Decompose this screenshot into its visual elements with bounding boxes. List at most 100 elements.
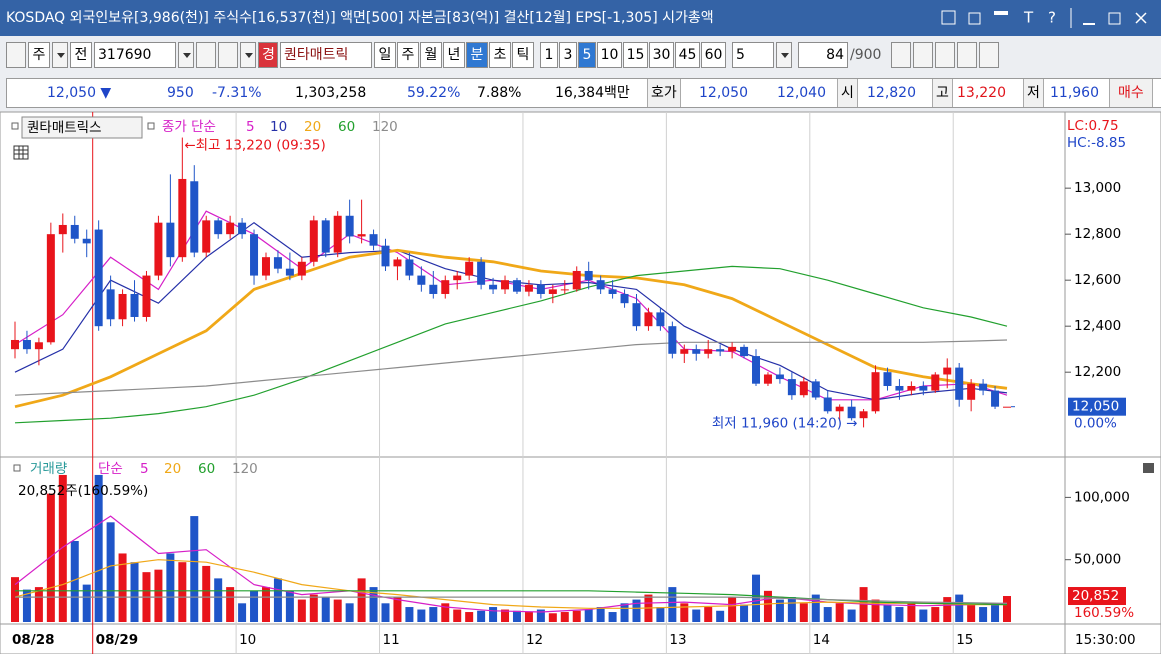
interval-btn[interactable]: 10 — [597, 42, 622, 68]
legend-entry: 5 — [246, 119, 255, 135]
code-input[interactable]: 317690 — [94, 42, 176, 68]
x-tick-label: 15 — [956, 632, 973, 648]
volume-bar — [560, 612, 569, 622]
period-btn[interactable]: 일 — [374, 42, 396, 68]
volume-bar — [405, 607, 414, 622]
volume-bar — [477, 610, 486, 622]
count-max: /900 — [850, 47, 882, 63]
scope-btn[interactable]: 전 — [70, 42, 92, 68]
volume-bar — [34, 587, 43, 622]
candle-body — [895, 385, 904, 391]
dropdown[interactable] — [776, 42, 792, 68]
icon-pin[interactable] — [994, 11, 1008, 15]
interval-btn[interactable]: 3 — [559, 42, 577, 68]
volume-bar — [955, 594, 964, 622]
x-tick-label: 11 — [383, 632, 400, 648]
icon-close-panel[interactable] — [1143, 463, 1154, 473]
candle-body — [261, 257, 270, 276]
legend-entry: 5 — [140, 461, 149, 477]
period-btn[interactable]: 틱 — [512, 42, 534, 68]
volume-bar — [214, 578, 223, 622]
candle-body — [453, 275, 462, 281]
icon-text[interactable]: T — [1023, 9, 1034, 27]
volume-bar — [979, 607, 988, 622]
volume-bar — [501, 609, 510, 622]
dropdown[interactable] — [240, 42, 256, 68]
period-btn[interactable]: 분 — [466, 42, 488, 68]
interval-btn[interactable]: 5 — [578, 42, 596, 68]
ma-line — [14, 265, 1008, 424]
btn-tool[interactable] — [891, 42, 912, 68]
volume-bar — [967, 604, 976, 622]
legend-volume: 거래량 — [30, 461, 67, 477]
btn-sound[interactable] — [218, 42, 238, 68]
icon-maximize[interactable] — [1108, 12, 1121, 25]
interval-btn[interactable]: 45 — [675, 42, 700, 68]
period-btn[interactable]: 주 — [397, 42, 419, 68]
dropdown[interactable] — [52, 42, 68, 68]
volume-tag-change: 160.59% — [1074, 605, 1134, 621]
volume-bar — [716, 610, 725, 622]
period-btn[interactable]: 초 — [489, 42, 511, 68]
btn-check[interactable] — [979, 42, 1000, 68]
candle-body — [799, 381, 808, 396]
volume-bar — [58, 474, 67, 622]
volume-bar — [668, 587, 677, 622]
candle-body — [501, 280, 510, 290]
volume-bar — [1003, 596, 1011, 622]
volume-bar — [393, 597, 402, 622]
btn-menu[interactable] — [6, 42, 26, 68]
btn-save[interactable] — [935, 42, 956, 68]
interval-btn[interactable]: 1 — [540, 42, 558, 68]
icon-help[interactable]: ? — [1048, 9, 1056, 27]
legend-ma-label: 단순 — [98, 461, 123, 477]
candle-body — [548, 289, 557, 294]
btn-search[interactable] — [196, 42, 216, 68]
volume-bar — [190, 516, 199, 622]
candle-body — [11, 339, 19, 350]
volume-bar — [226, 587, 235, 622]
icon-copy[interactable] — [968, 12, 981, 25]
volume-bar — [321, 597, 330, 622]
volume-bar — [883, 604, 892, 622]
volume-bar — [931, 607, 940, 622]
ask: 12,050 — [699, 85, 748, 101]
candle-body — [82, 238, 91, 244]
dropdown[interactable] — [178, 42, 194, 68]
candle-body — [536, 284, 545, 294]
btn-settings[interactable] — [957, 42, 978, 68]
interval-btn[interactable]: 60 — [701, 42, 726, 68]
title-bar: KOSDAQ 외국인보유[3,986(천)] 주식수[16,537(천)] 액면… — [0, 0, 1161, 36]
price: 12,050 ▼ — [47, 85, 112, 101]
ma-line — [15, 596, 1008, 604]
candle-body — [847, 406, 856, 419]
volume-bar — [46, 493, 55, 622]
btn-tool[interactable] — [913, 42, 934, 68]
interval-btn[interactable]: 15 — [623, 42, 648, 68]
volume-bar — [787, 597, 796, 622]
candle-body — [644, 312, 653, 327]
interval-btn[interactable]: 30 — [649, 42, 674, 68]
candle-body — [166, 222, 175, 258]
candle-body — [740, 346, 749, 357]
volume-bar — [847, 609, 856, 622]
volume-bar — [238, 603, 247, 622]
candle-body — [345, 215, 354, 237]
rate: -7.31% — [212, 85, 262, 101]
unit-select[interactable]: 5 — [732, 42, 774, 68]
buy-btn[interactable]: 매수 — [1109, 79, 1153, 107]
icon-restore[interactable] — [941, 10, 956, 25]
period-btn[interactable]: 년 — [443, 42, 465, 68]
period-btn[interactable]: 월 — [420, 42, 442, 68]
candle-body — [967, 383, 976, 400]
y-tick-label: 12,200 — [1074, 364, 1121, 380]
icon-close[interactable] — [1135, 12, 1147, 24]
candle-body — [560, 289, 569, 291]
icon-grid[interactable] — [13, 145, 29, 160]
candle-body — [273, 257, 282, 269]
volume-bar — [728, 597, 737, 622]
market-select[interactable]: 주 — [28, 42, 50, 68]
candle-body — [716, 349, 725, 352]
count-input[interactable]: 84 — [798, 42, 848, 68]
price-tag-label: 12,050 — [1072, 399, 1119, 415]
